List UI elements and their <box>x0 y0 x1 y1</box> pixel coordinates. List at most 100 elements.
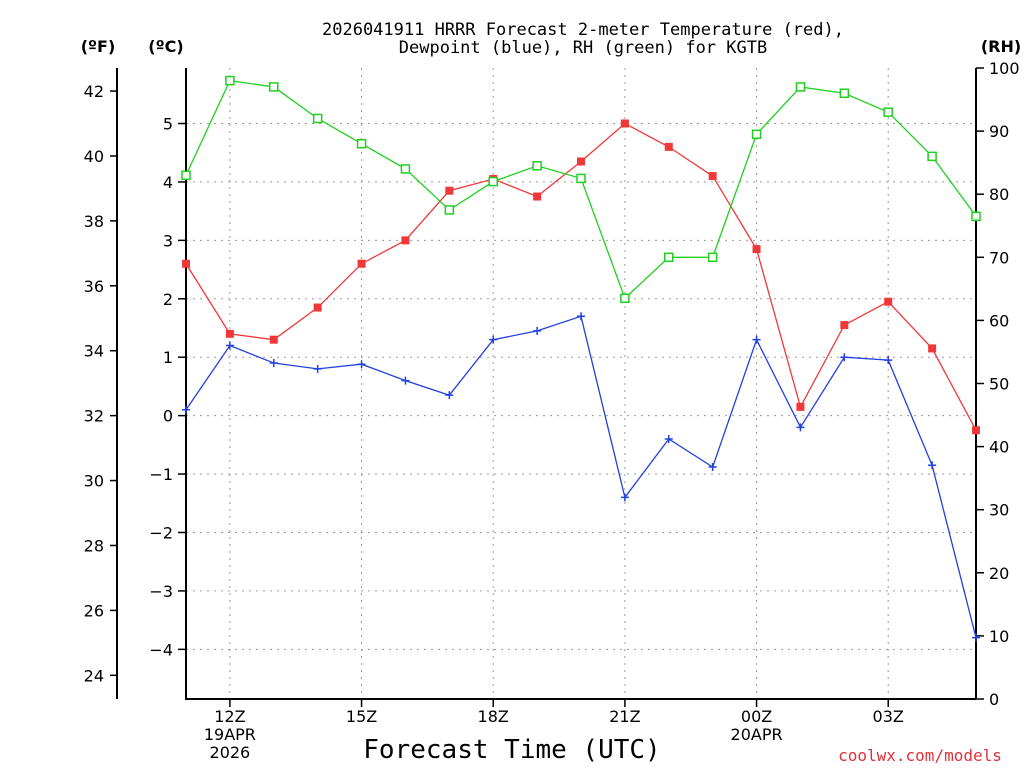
rh-tick-label-1: 90 <box>989 122 1009 141</box>
dewpoint-point-17 <box>928 461 937 470</box>
dewpoint-point-3 <box>313 364 322 373</box>
c-tick-label-6: −1 <box>149 465 173 484</box>
rh-point-2 <box>269 82 279 92</box>
c-tick-label-7: −2 <box>149 523 173 542</box>
dewpoint-point-13 <box>752 335 761 344</box>
dewpoint-point-11 <box>664 435 673 444</box>
credit-text: coolwx.com/models <box>838 746 1002 765</box>
dewpoint-point-15 <box>840 353 849 362</box>
series-layer <box>181 75 981 642</box>
rh-point-14 <box>795 82 806 92</box>
rh-point-18 <box>971 211 981 222</box>
rh-point-11 <box>664 252 674 263</box>
series-line-temperature <box>185 122 977 431</box>
dewpoint-point-1 <box>225 341 234 350</box>
dewpoint-point-2 <box>269 359 278 368</box>
temperature-point-15 <box>840 321 849 330</box>
dewpoint-point-12 <box>708 463 717 472</box>
rh-tick-label-0: 100 <box>989 59 1020 78</box>
temperature-point-8 <box>533 192 542 201</box>
rh-point-7 <box>488 176 498 187</box>
x-tick-label-0-1: 19APR <box>204 725 256 744</box>
temperature-point-4 <box>357 259 366 268</box>
temperature-point-1 <box>225 329 234 338</box>
c-tick-label-2: 3 <box>163 231 173 250</box>
f-tick-label-3: 36 <box>84 277 104 296</box>
rh-point-1 <box>225 75 235 86</box>
rh-tick-label-5: 50 <box>989 375 1009 394</box>
dewpoint-point-10 <box>620 493 629 502</box>
celsius-unit-label: (ºC) <box>148 37 183 56</box>
temperature-point-14 <box>796 402 805 411</box>
temperature-point-16 <box>884 297 893 306</box>
temperature-point-0 <box>182 259 190 268</box>
rh-point-9 <box>576 173 586 184</box>
rh-tick-label-9: 10 <box>989 627 1009 646</box>
series-line-dewpoint <box>185 315 977 638</box>
rh-point-15 <box>839 88 850 98</box>
rh-point-10 <box>620 293 630 304</box>
rh-tick-label-8: 20 <box>989 564 1009 583</box>
rh-point-3 <box>312 113 323 124</box>
rh-point-8 <box>532 161 542 171</box>
dewpoint-point-16 <box>884 356 893 365</box>
series-line-rh <box>185 79 977 300</box>
axis-layer: 543210−1−2−3−442403836343230282624100908… <box>84 59 1020 762</box>
x-tick-label-5-0: 03Z <box>873 707 904 726</box>
f-tick-label-1: 40 <box>84 147 104 166</box>
rh-point-16 <box>883 107 893 117</box>
dewpoint-point-6 <box>445 391 454 400</box>
c-tick-label-9: −4 <box>149 640 173 659</box>
f-tick-label-4: 34 <box>84 342 104 361</box>
x-tick-label-0-2: 2026 <box>210 743 251 762</box>
rh-tick-label-4: 60 <box>989 311 1009 330</box>
f-tick-label-9: 24 <box>84 666 104 685</box>
rh-tick-label-7: 30 <box>989 501 1009 520</box>
c-tick-label-1: 4 <box>163 173 173 192</box>
x-tick-label-0-0: 12Z <box>214 707 245 726</box>
x-tick-label-3-0: 21Z <box>609 707 640 726</box>
f-tick-label-7: 28 <box>84 536 104 555</box>
temperature-point-11 <box>664 142 673 151</box>
x-tick-label-2-0: 18Z <box>478 707 509 726</box>
rh-unit-label: (RH) <box>981 37 1021 56</box>
dewpoint-point-14 <box>796 423 805 432</box>
temperature-point-2 <box>269 335 278 344</box>
dewpoint-point-7 <box>489 335 498 344</box>
temperature-point-9 <box>577 157 585 166</box>
rh-point-17 <box>927 151 937 162</box>
dewpoint-point-9 <box>577 312 585 321</box>
rh-tick-label-3: 70 <box>989 248 1009 267</box>
x-tick-label-1-0: 15Z <box>346 707 377 726</box>
x-tick-label-4-0: 00Z <box>741 707 772 726</box>
f-tick-label-6: 30 <box>84 472 104 491</box>
temperature-point-10 <box>620 119 629 128</box>
temperature-point-12 <box>708 172 717 181</box>
rh-point-12 <box>707 252 718 263</box>
dewpoint-point-18 <box>972 633 980 642</box>
rh-point-0 <box>181 170 191 181</box>
dewpoint-point-8 <box>533 326 542 335</box>
rh-tick-label-10: 0 <box>989 690 999 709</box>
chart-title-line-2: Dewpoint (blue), RH (green) for KGTB <box>399 38 767 58</box>
rh-tick-label-6: 40 <box>989 438 1009 457</box>
c-tick-label-8: −3 <box>149 582 173 601</box>
fahrenheit-unit-label: (ºF) <box>81 37 116 56</box>
x-axis-title: Forecast Time (UTC) <box>363 735 660 765</box>
rh-point-4 <box>356 138 367 149</box>
f-tick-label-5: 32 <box>84 407 104 426</box>
f-tick-label-0: 42 <box>84 82 104 101</box>
f-tick-label-2: 38 <box>84 212 104 231</box>
rh-point-5 <box>400 164 411 174</box>
rh-point-13 <box>751 129 762 140</box>
chart-title-line-1: 2026041911 HRRR Forecast 2-meter Tempera… <box>322 20 844 40</box>
c-tick-label-4: 1 <box>163 348 173 367</box>
dewpoint-point-4 <box>357 360 366 369</box>
dewpoint-point-5 <box>401 376 410 385</box>
temperature-point-13 <box>752 245 761 254</box>
temperature-point-3 <box>313 303 322 312</box>
temperature-point-6 <box>445 186 454 195</box>
f-tick-label-8: 26 <box>84 601 104 620</box>
temperature-point-5 <box>401 236 410 245</box>
